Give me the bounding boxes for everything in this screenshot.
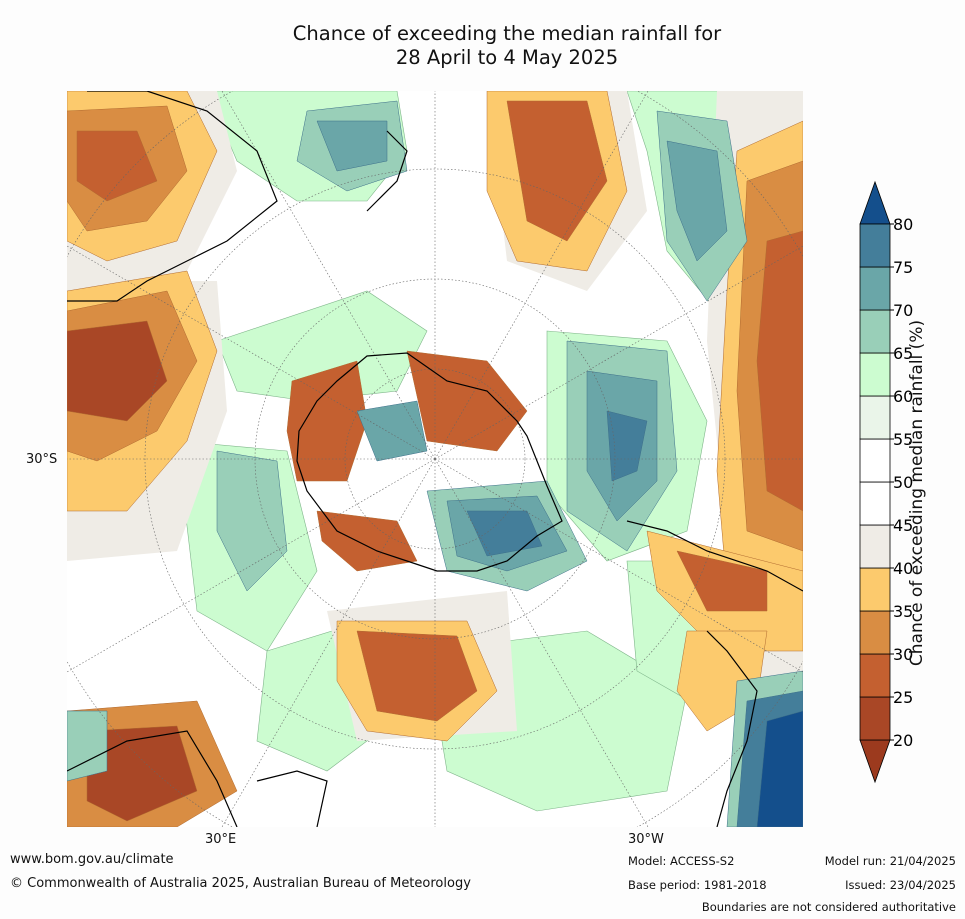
colorbar-tick-label: 45	[893, 516, 913, 535]
graticule	[67, 91, 803, 827]
footer-disclaimer: Boundaries are not considered authoritat…	[701, 900, 956, 914]
map-title: Chance of exceeding the median rainfall …	[0, 22, 965, 70]
map-svg	[67, 91, 803, 827]
rainfall-map	[67, 91, 803, 827]
colorbar-bin	[859, 610, 891, 655]
colorbar-tick-label: 25	[893, 688, 913, 707]
colorbar: 20 25 30 35 40 45 50 55 60 65 70 75 80	[855, 180, 955, 785]
colorbar-svg: 20 25 30 35 40 45 50 55 60 65 70 75 80	[859, 180, 913, 784]
footer-base-period: Base period: 1981-2018	[628, 878, 767, 892]
colorbar-tick-label: 40	[893, 559, 913, 578]
wet-regions	[67, 100, 803, 827]
colorbar-bin	[859, 438, 891, 483]
colorbar-extend-top	[859, 180, 891, 225]
dry-regions	[67, 91, 803, 827]
title-line-1: Chance of exceeding the median rainfall …	[292, 22, 722, 45]
footer-model-run: Model run: 21/04/2025	[824, 854, 956, 868]
colorbar-tick-label: 65	[893, 344, 913, 363]
colorbar-title: Chance of exceeding median rainfall (%)	[907, 319, 927, 667]
footer-website[interactable]: www.bom.gov.au/climate	[10, 852, 174, 867]
colorbar-bin	[859, 352, 891, 397]
footer-copyright: © Commonwealth of Australia 2025, Austra…	[10, 876, 471, 891]
colorbar-tick-label: 35	[893, 602, 913, 621]
antarctica-coast	[296, 352, 563, 572]
colorbar-bin	[859, 524, 891, 569]
footer-model: Model: ACCESS-S2	[628, 854, 735, 868]
colorbar-tick-label: 50	[893, 473, 913, 492]
colorbar-tick-label: 30	[893, 645, 913, 664]
colorbar-bin	[859, 266, 891, 311]
colorbar-bin	[859, 395, 891, 440]
title-line-2: 28 April to 4 May 2025	[395, 46, 619, 69]
lon-label-30e: 30°E	[205, 832, 237, 847]
colorbar-bin	[859, 309, 891, 354]
colorbar-bin	[859, 653, 891, 698]
australia-coast	[67, 91, 278, 302]
lon-label-30w: 30°W	[628, 832, 664, 847]
africa-coast-2	[256, 770, 328, 827]
colorbar-tick-label: 80	[893, 215, 913, 234]
colorbar-tick-label: 20	[893, 731, 913, 750]
colorbar-tick-label: 70	[893, 301, 913, 320]
footer-issued: Issued: 23/04/2025	[845, 878, 956, 892]
coastlines	[67, 91, 803, 827]
colorbar-bin	[859, 223, 891, 268]
colorbar-tick-label: 55	[893, 430, 913, 449]
colorbar-tick-label: 75	[893, 258, 913, 277]
africa-coast	[67, 730, 238, 827]
colorbar-extend-bottom	[859, 739, 891, 784]
new-zealand-coast	[366, 130, 408, 212]
colorbar-tick-label: 60	[893, 387, 913, 406]
colorbar-bin	[859, 481, 891, 526]
south-america-coast-2	[706, 630, 758, 827]
lat-label-30s: 30°S	[26, 452, 58, 467]
colorbar-bin	[859, 567, 891, 612]
south-america-coast	[626, 520, 803, 592]
colorbar-bin	[859, 696, 891, 741]
